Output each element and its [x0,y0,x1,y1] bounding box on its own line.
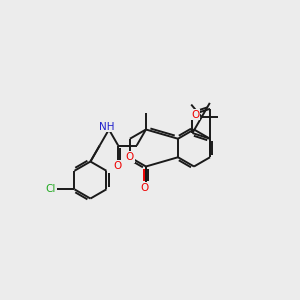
Text: NH: NH [99,122,115,131]
Text: O: O [191,110,200,119]
Text: O: O [113,161,121,171]
Text: O: O [141,182,149,193]
Text: O: O [126,152,134,162]
Text: Cl: Cl [45,184,56,194]
